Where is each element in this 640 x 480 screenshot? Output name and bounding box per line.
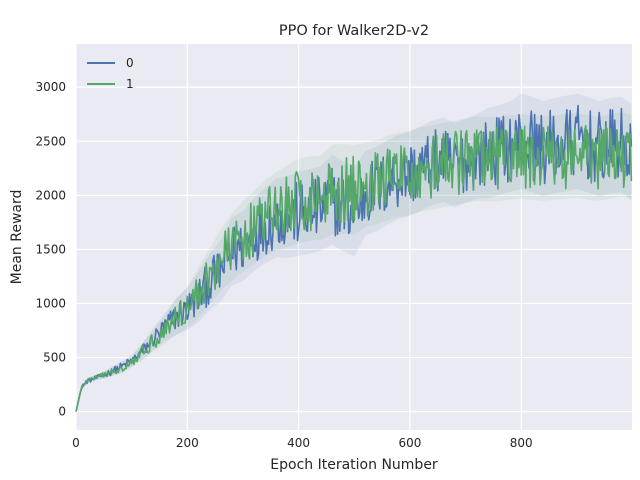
y-axis-label: Mean Reward [9,190,25,285]
x-tick-label: 0 [72,436,80,450]
x-tick-label: 600 [398,436,421,450]
legend-label-series-1: 1 [126,77,134,91]
y-tick-label: 1000 [35,296,66,310]
y-tick-label: 3000 [35,80,66,94]
band-series-1 [76,112,632,412]
chart-title: PPO for Walker2D-v2 [279,23,429,39]
line-series-1 [75,125,633,412]
series-lines [75,104,633,412]
x-tick-label: 400 [287,436,310,450]
y-tick-label: 2000 [35,188,66,202]
y-tick-label: 0 [58,405,66,419]
legend-label-series-0: 0 [126,56,134,70]
plot-area [76,44,632,430]
tick-labels: 0 200 400 600 800 0 500 1000 1500 2000 2500 3000 [35,80,532,450]
legend: 0 1 [87,56,134,91]
x-tick-label: 200 [176,436,199,450]
y-tick-label: 500 [43,351,66,365]
y-tick-label: 1500 [35,242,66,256]
x-axis-label: Epoch Iteration Number [270,457,438,473]
y-tick-label: 2500 [35,134,66,148]
x-tick-label: 800 [510,436,533,450]
